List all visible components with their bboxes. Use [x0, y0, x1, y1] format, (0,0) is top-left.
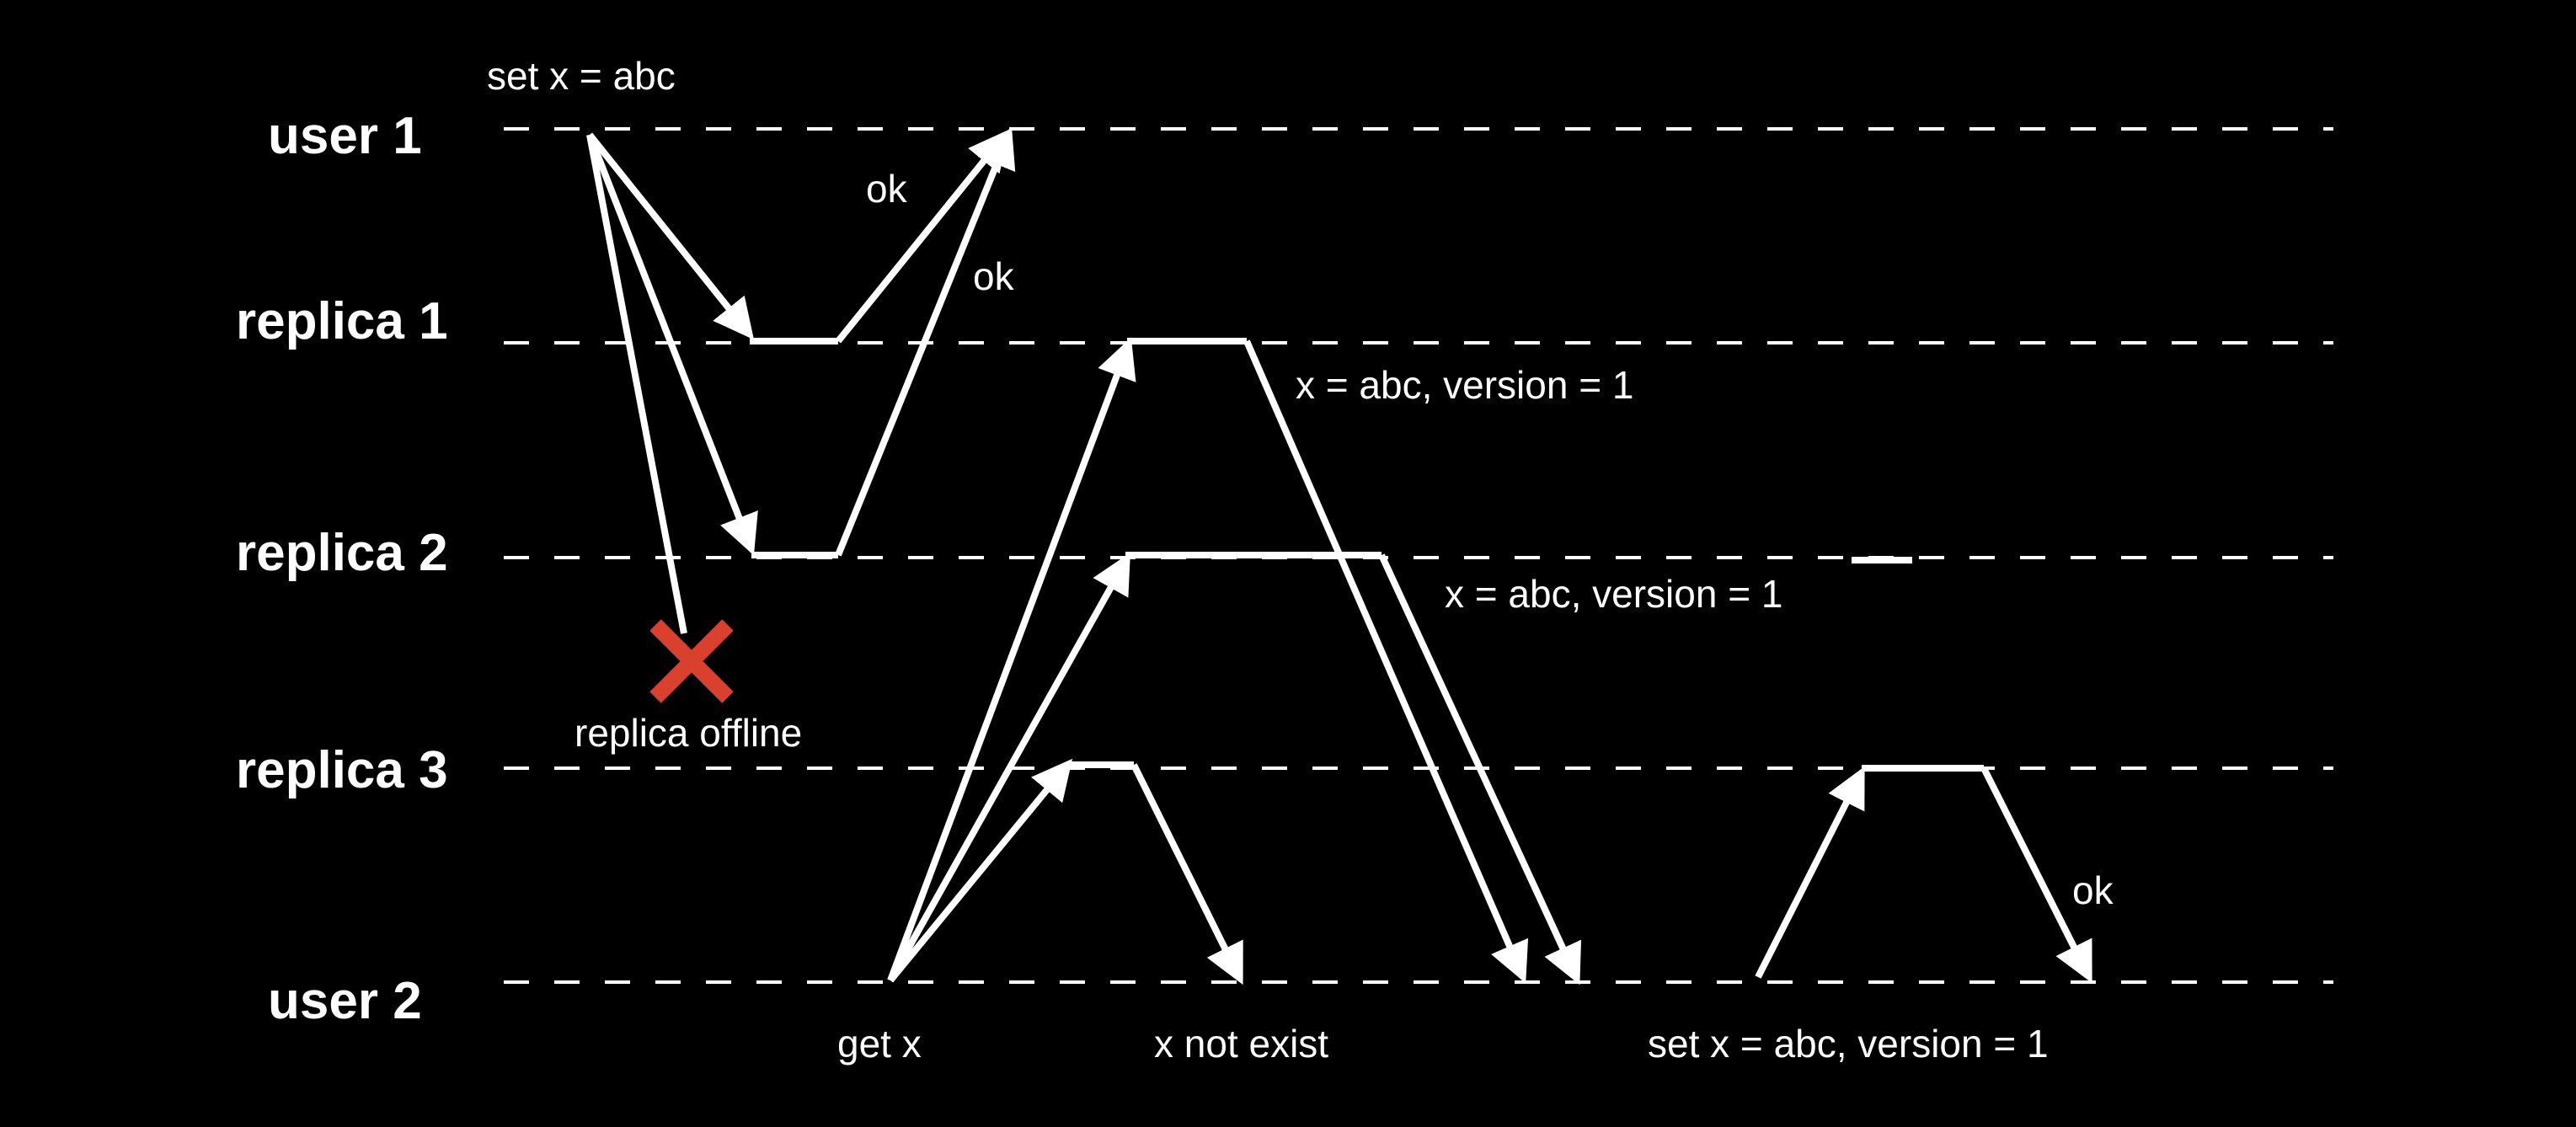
arrow-set-to-replica1 — [586, 132, 755, 340]
lane-label-replica2: replica 2 — [236, 524, 448, 582]
arrow-ok-from-replica2 — [835, 126, 1016, 557]
arrow-ok-from-replica1 — [835, 129, 1010, 344]
arrow-ok-from-replica3 — [1980, 766, 2092, 984]
lane-label-replica1: replica 1 — [236, 292, 448, 350]
label-ok-replica2: ok — [973, 254, 1015, 298]
label-not-exist: x not exist — [1154, 1022, 1328, 1066]
label-replica2-state: x = abc, version = 1 — [1445, 572, 1782, 616]
arrow-reply-replica3-to-user2 — [1130, 763, 1243, 985]
arrow-set-to-replica2 — [586, 133, 758, 556]
label-replica-offline: replica offline — [575, 711, 802, 755]
lane-label-replica3: replica 3 — [236, 741, 448, 799]
label-replica1-state: x = abc, version = 1 — [1296, 363, 1633, 407]
arrow-reply-replica1-to-user2 — [1243, 339, 1529, 984]
label-set-request: set x = abc — [487, 54, 676, 98]
label-ok-replica3: ok — [2072, 868, 2114, 912]
arrow-reply-replica2-to-user2 — [1378, 553, 1582, 985]
arrow-set-versioned-to-replica3 — [1755, 766, 1865, 979]
arrow-get-to-replica2 — [887, 553, 1130, 982]
cross-icon — [649, 619, 734, 703]
arrow-get-to-replica3 — [887, 758, 1073, 983]
label-ok-replica1: ok — [866, 167, 908, 211]
arrow-set-to-replica3 — [586, 134, 687, 634]
label-get-request: get x — [837, 1022, 922, 1066]
lane-label-user1: user 1 — [268, 107, 422, 165]
label-set-versioned: set x = abc, version = 1 — [1648, 1022, 2049, 1066]
arrow-get-to-replica1 — [887, 337, 1136, 982]
lane-label-user2: user 2 — [268, 972, 422, 1030]
